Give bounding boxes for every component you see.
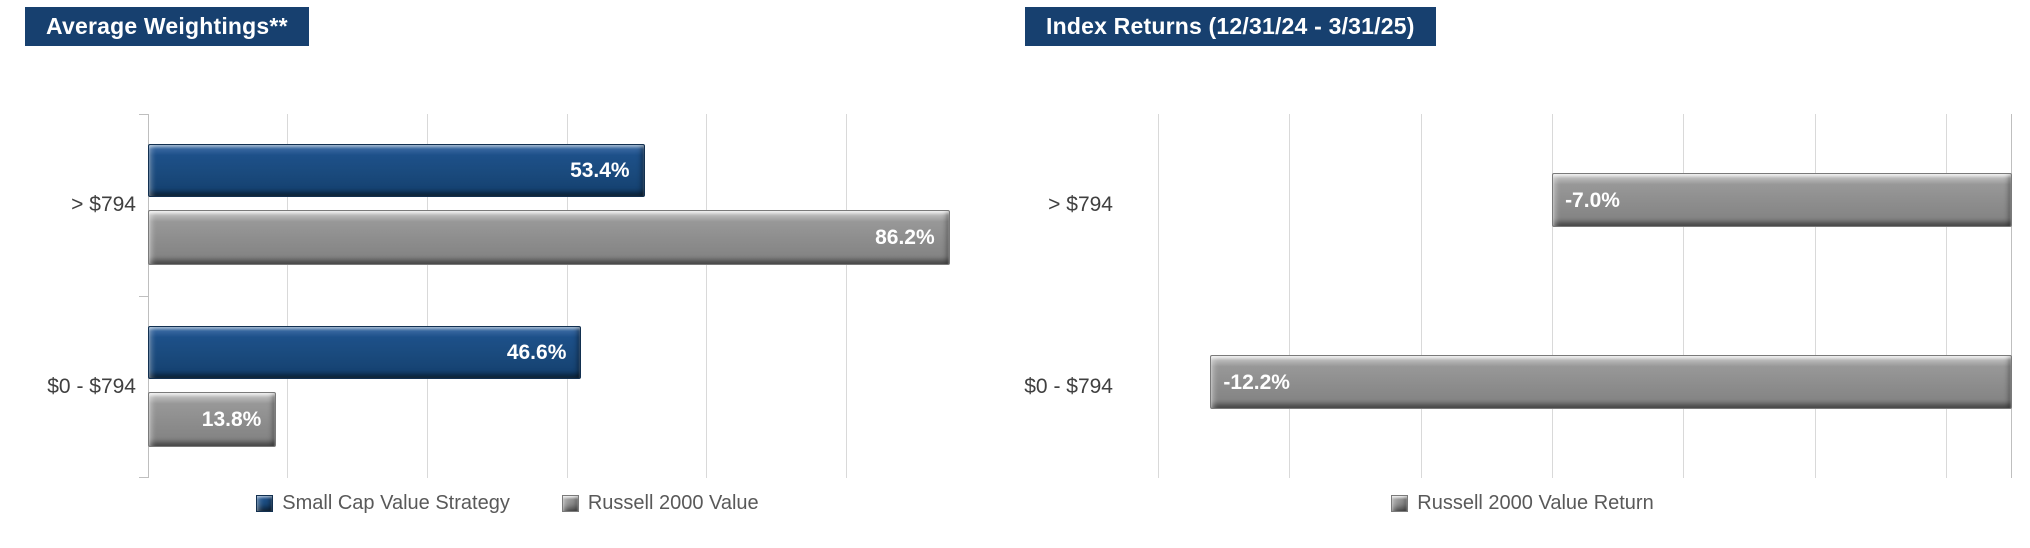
legend-item: Russell 2000 Value [561,492,759,515]
category-label: > $794 [1048,193,1113,216]
legend: Small Cap Value Strategy Russell 2000 Val… [0,492,1015,515]
gridline [566,114,568,478]
category-axis-line [148,114,149,478]
axis-tick [139,114,148,115]
bar-small-cap-value-strategy: 53.4% [148,144,645,197]
legend-item: Small Cap Value Strategy [256,492,510,515]
chart-title-badge: Index Returns (12/31/24 - 3/31/25) [1025,7,1436,46]
gridline [1683,114,1685,478]
gridline [845,114,847,478]
gridline [1814,114,1816,478]
gridline [1289,114,1291,478]
axis-tick [139,477,148,478]
bar-small-cap-value-strategy: 46.6% [148,326,582,379]
plot-area: 53.4% 86.2% 46.6% 13.8% [139,114,985,478]
category-label: $0 - $794 [1024,375,1113,398]
bar-value-label: 13.8% [201,408,262,431]
gridline [426,114,428,478]
legend-label: Russell 2000 Value Return [1417,492,1654,514]
legend-item: Russell 2000 Value Return [1391,492,1654,515]
legend-label: Small Cap Value Strategy [282,492,510,514]
category-axis-labels: > $794 $0 - $794 [0,114,148,478]
category-label: > $794 [71,193,136,216]
gridline [1420,114,1422,478]
bar-russell-2000-value: 13.8% [148,392,277,447]
gridline [1946,114,1948,478]
bar-value-label: 46.6% [506,341,567,364]
bar-russell-2000-value-return: -12.2% [1210,355,2012,409]
legend-label: Russell 2000 Value [587,492,759,514]
bar-value-label: 86.2% [875,226,935,249]
gridline [1552,114,1554,478]
gridline [1157,114,1159,478]
category-axis-line [2011,114,2012,478]
chart-average-weightings: Average Weightings** > $794 $0 - $794 53.… [0,7,1015,515]
chart-title-badge: Average Weightings** [25,7,309,46]
gridline [287,114,289,478]
bar-russell-2000-value: 86.2% [148,210,950,265]
bar-value-label: -7.0% [1565,188,1620,212]
category-axis-labels: > $794 $0 - $794 [1015,114,1125,478]
gray-square-icon [1391,495,1409,512]
bar-russell-2000-value-return: -7.0% [1552,173,2012,227]
navy-square-icon [256,495,274,512]
axis-tick [139,296,148,297]
bar-value-label: 53.4% [570,159,630,182]
chart-index-returns: Index Returns (12/31/24 - 3/31/25) > $79… [1015,0,2030,548]
plot-area: -7.0% -12.2% [1125,114,2012,478]
gridline [705,114,707,478]
legend: Russell 2000 Value Return [1015,492,2030,515]
bar-value-label: -12.2% [1223,370,1290,394]
category-label: $0 - $794 [47,375,136,398]
gray-square-icon [561,495,579,512]
